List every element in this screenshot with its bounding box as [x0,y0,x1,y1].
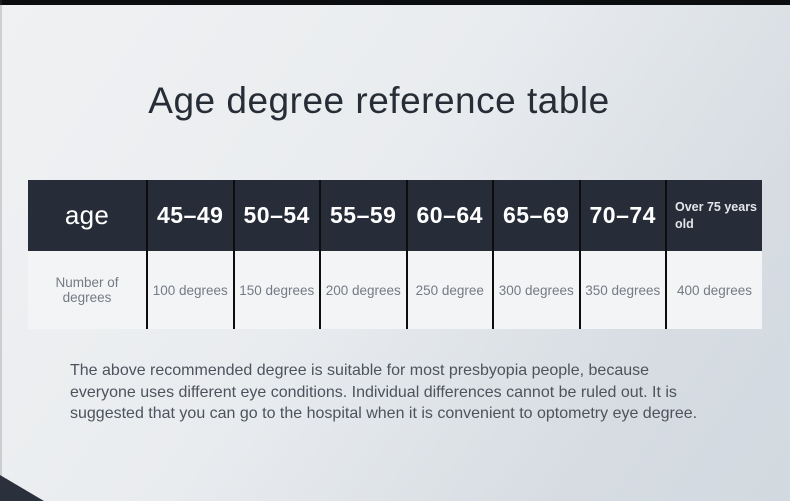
page-title: Age degree reference table [148,80,610,121]
table-column-age: age Number of degrees [28,180,146,329]
table-column-70-74: 70–74 350 degrees [578,180,665,329]
table-column-65-69: 65–69 300 degrees [492,180,579,329]
body-cell-350-degrees: 350 degrees [580,251,665,329]
table-column-45-49: 45–49 100 degrees [146,180,233,329]
header-cell-60-64: 60–64 [407,180,492,251]
table-column-50-54: 50–54 150 degrees [232,180,319,329]
note-text: The above recommended degree is suitable… [70,362,698,422]
body-cell-200-degrees: 200 degrees [321,251,406,329]
header-cell-45-49: 45–49 [148,180,233,251]
table-column-55-59: 55–59 200 degrees [319,180,406,329]
table-column-over-75: Over 75 years old 400 degrees [665,180,762,329]
body-cell-300-degrees: 300 degrees [494,251,579,329]
header-cell-over-75: Over 75 years old [667,180,762,251]
body-cell-100-degrees: 100 degrees [148,251,233,329]
body-cell-400-degrees: 400 degrees [667,251,762,329]
age-degree-table: age Number of degrees 45–49 100 degrees … [28,180,762,329]
body-cell-250-degree: 250 degree [407,251,492,329]
body-cell-150-degrees: 150 degrees [234,251,319,329]
header-cell-70-74: 70–74 [580,180,665,251]
header-cell-age: age [28,180,146,251]
left-edge-line [0,0,2,501]
header-cell-50-54: 50–54 [234,180,319,251]
header-cell-65-69: 65–69 [494,180,579,251]
body-cell-row-label: Number of degrees [28,251,146,329]
table-column-60-64: 60–64 250 degree [405,180,492,329]
top-border-bar [0,0,790,5]
bottom-left-corner-decoration [0,475,44,501]
header-cell-55-59: 55–59 [321,180,406,251]
